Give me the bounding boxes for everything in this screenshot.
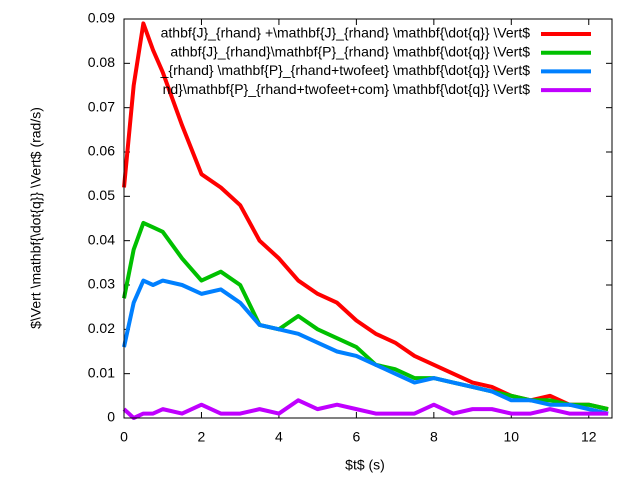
y-tick-label: 0.04 [88, 231, 115, 247]
x-tick-label: 12 [581, 429, 597, 445]
y-tick-label: 0.03 [88, 276, 115, 292]
x-tick-label: 4 [275, 429, 283, 445]
legend-label: athbf{J}_{rhand} +\mathbf{J}_{rhand} \ma… [161, 25, 531, 41]
x-tick-label: 10 [504, 429, 520, 445]
legend-label: athbf{J}_{rhand}\mathbf{P}_{rhand} \math… [170, 43, 530, 59]
y-tick-label: 0 [107, 409, 115, 425]
y-tick-label: 0.05 [88, 187, 115, 203]
y-tick-label: 0.01 [88, 364, 115, 380]
y-axis-label: $\Vert \mathbf{\dot{q}} \Vert$ (rad/s) [28, 107, 44, 329]
x-axis-label: $t$ (s) [345, 457, 385, 473]
y-tick-label: 0.09 [88, 10, 115, 26]
series-line [122, 220, 609, 412]
x-tick-label: 0 [120, 429, 128, 445]
x-tick-label: 2 [198, 429, 206, 445]
series-line [122, 278, 609, 416]
y-tick-label: 0.07 [88, 98, 115, 114]
series-line [122, 398, 609, 420]
legend-label: _{rhand} \mathbf{P}_{rhand+twofeet} \mat… [160, 62, 531, 78]
y-tick-label: 0.08 [88, 54, 115, 70]
y-tick-label: 0.02 [88, 320, 115, 336]
legend-label: nd}\mathbf{P}_{rhand+twofeet+com} \mathb… [163, 81, 531, 97]
plot-border [123, 18, 613, 419]
x-tick-label: 8 [430, 429, 438, 445]
y-tick-label: 0.06 [88, 143, 115, 159]
x-tick-label: 6 [352, 429, 360, 445]
